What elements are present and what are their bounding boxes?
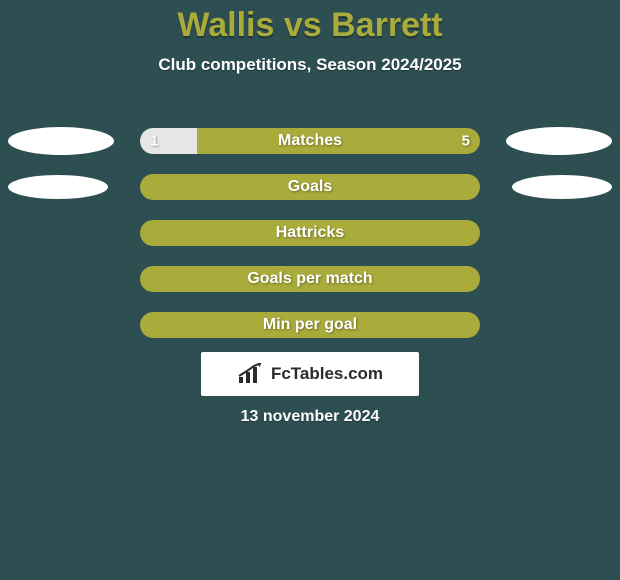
player-marker-right	[512, 175, 612, 199]
title-right: Barrett	[331, 6, 442, 44]
player-marker-left	[8, 175, 108, 199]
page-title: Wallis vs Barrett	[0, 0, 620, 45]
stat-bar-label: Hattricks	[140, 224, 480, 242]
date-text: 13 november 2024	[0, 408, 620, 426]
subtitle: Club competitions, Season 2024/2025	[0, 55, 620, 75]
logo-text: FcTables.com	[271, 364, 383, 384]
stat-bar: Matches1 5	[140, 128, 480, 154]
comparison-row: Matches1 5	[0, 118, 620, 164]
comparison-infographic: Wallis vs Barrett Club competitions, Sea…	[0, 0, 620, 580]
stat-bar: Min per goal	[140, 312, 480, 338]
fctables-logo: FcTables.com	[201, 352, 419, 396]
stat-bar-label: Goals per match	[140, 270, 480, 288]
stat-bar-label: Goals	[140, 178, 480, 196]
player-marker-left	[8, 127, 114, 155]
stat-value-left: 1	[150, 133, 158, 150]
comparison-row: Hattricks	[0, 210, 620, 256]
stat-bar-label: Min per goal	[140, 316, 480, 334]
stat-bar: Goals per match	[140, 266, 480, 292]
comparison-row: Min per goal	[0, 302, 620, 348]
stat-value-right: 5	[462, 133, 470, 150]
stat-bar-label: Matches	[140, 132, 480, 150]
stat-bar: Hattricks	[140, 220, 480, 246]
comparison-rows: Matches1 5 Goals Hattricks Goals per match Mi…	[0, 118, 620, 348]
title-left: Wallis	[177, 6, 274, 44]
comparison-row: Goals	[0, 164, 620, 210]
player-marker-right	[506, 127, 612, 155]
title-vs: vs	[284, 6, 322, 44]
stat-bar: Goals	[140, 174, 480, 200]
bars-icon	[237, 363, 265, 385]
comparison-row: Goals per match	[0, 256, 620, 302]
